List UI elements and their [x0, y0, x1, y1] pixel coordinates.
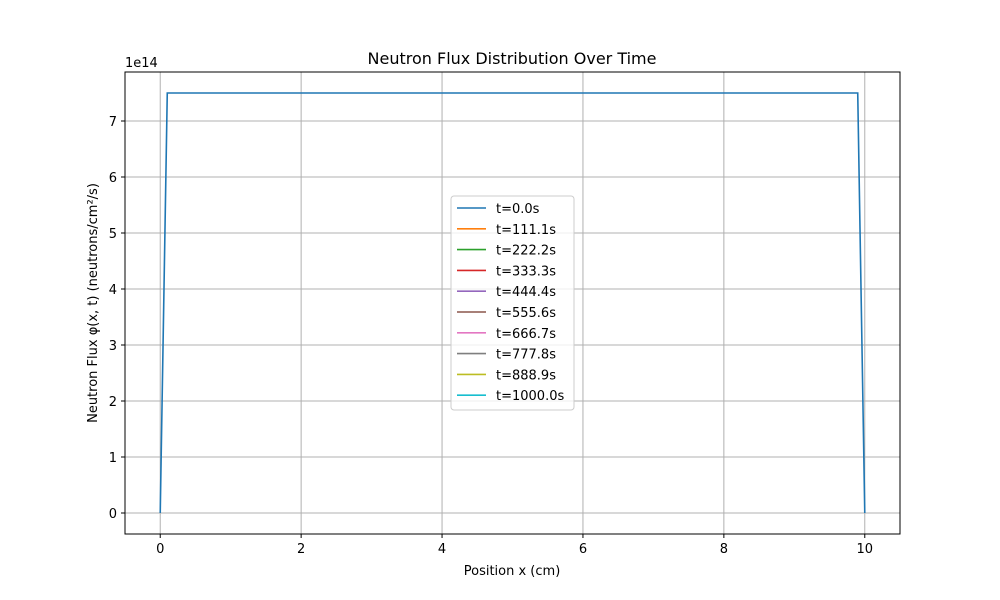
legend-label: t=666.7s	[496, 327, 556, 342]
x-tick-label: 8	[720, 542, 728, 557]
y-tick-label: 4	[109, 283, 117, 298]
series-line	[159, 92, 866, 514]
legend-label: t=555.6s	[496, 306, 556, 321]
axis-ticks: 0 2 4 6 8 10 0 1 2 3 4 5 6 7	[109, 115, 873, 557]
y-tick-label: 2	[109, 395, 117, 410]
legend-label: t=777.8s	[496, 348, 556, 363]
y-tick-label: 3	[109, 339, 117, 354]
x-tick-label: 10	[856, 542, 873, 557]
legend-label: t=0.0s	[496, 202, 540, 217]
x-tick-label: 2	[297, 542, 305, 557]
x-tick-label: 0	[156, 542, 164, 557]
y-tick-label: 1	[109, 451, 117, 466]
y-tick-label: 0	[109, 507, 117, 522]
chart-title: Neutron Flux Distribution Over Time	[368, 49, 657, 68]
y-offset-text: 1e14	[125, 56, 158, 71]
y-tick-label: 6	[109, 171, 117, 186]
x-tick-label: 4	[438, 542, 446, 557]
legend: t=0.0s t=111.1s t=222.2s t=333.3s t=444.4s t=…	[450, 195, 575, 411]
plot-frame	[124, 71, 901, 535]
x-tick-label: 6	[579, 542, 587, 557]
y-axis-label: Neutron Flux φ(x, t) (neutrons/cm²/s)	[86, 183, 101, 423]
legend-label: t=888.9s	[496, 368, 556, 383]
x-axis-label: Position x (cm)	[464, 564, 561, 579]
legend-label: t=222.2s	[496, 244, 556, 259]
legend-label: t=444.4s	[496, 285, 556, 300]
series-lines	[159, 92, 866, 514]
y-tick-label: 7	[109, 115, 117, 130]
legend-label: t=1000.0s	[496, 389, 564, 404]
y-tick-label: 5	[109, 227, 117, 242]
legend-label: t=333.3s	[496, 264, 556, 279]
legend-label: t=111.1s	[496, 223, 556, 238]
legend-entries: t=0.0s t=111.1s t=222.2s t=333.3s t=444.4s t=…	[457, 202, 564, 404]
